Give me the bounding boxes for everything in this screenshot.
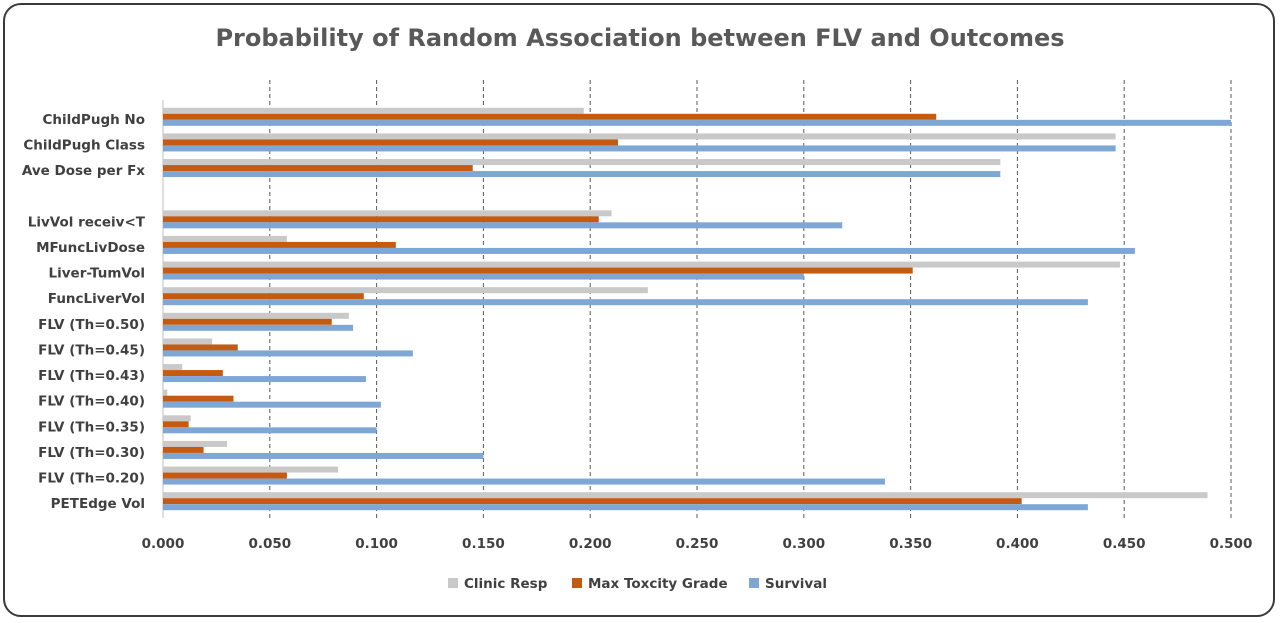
- bar: [163, 440, 228, 447]
- bar: [163, 401, 381, 408]
- bar: [163, 133, 1116, 140]
- category-label: LivVol receiv<T: [28, 214, 146, 230]
- bar: [163, 472, 287, 479]
- bar: [163, 344, 238, 351]
- bar: [163, 165, 473, 172]
- bar: [163, 216, 599, 223]
- category-label: ChildPugh Class: [23, 137, 145, 153]
- category-label: Ave Dose per Fx: [22, 163, 145, 179]
- category-label: PETEdge Vol: [51, 496, 145, 512]
- x-tick-label: 0.350: [889, 536, 932, 552]
- category-label: FLV (Th=0.50): [38, 317, 145, 333]
- bar: [163, 376, 366, 383]
- gridlines: [162, 80, 1232, 520]
- x-tick-label: 0.100: [355, 536, 398, 552]
- category-label: ChildPugh No: [43, 112, 146, 128]
- bar: [163, 492, 1208, 499]
- bar: [163, 171, 1001, 178]
- category-label: FLV (Th=0.30): [38, 445, 145, 461]
- bar: [163, 139, 618, 146]
- bars: [163, 107, 1231, 511]
- bar: [163, 338, 213, 345]
- bar: [163, 364, 183, 371]
- category-label: FLV (Th=0.40): [38, 394, 145, 410]
- bar: [163, 324, 354, 331]
- category-labels: ChildPugh No ChildPugh Class Ave Dose per …: [22, 112, 146, 512]
- bar: [163, 318, 332, 325]
- bar: [163, 222, 843, 229]
- bar: [163, 504, 1088, 511]
- bar: [163, 452, 484, 459]
- bar: [163, 159, 1001, 166]
- x-tick-label: 0.400: [996, 536, 1039, 552]
- bar: [163, 446, 204, 453]
- x-tick-label: 0.000: [142, 536, 185, 552]
- bar: [163, 299, 1088, 306]
- bar: [163, 350, 413, 357]
- bar: [163, 107, 584, 114]
- x-tick-label: 0.300: [782, 536, 825, 552]
- x-tick-label: 0.450: [1103, 536, 1146, 552]
- category-label: FLV (Th=0.20): [38, 471, 145, 487]
- bar: [163, 145, 1116, 152]
- category-label: Liver-TumVol: [49, 266, 145, 282]
- chart-title: Probability of Random Association betwee…: [215, 24, 1064, 52]
- category-label: FLV (Th=0.35): [38, 419, 145, 435]
- chart-frame: [3, 3, 1275, 617]
- category-label: FuncLiverVol: [48, 291, 145, 307]
- bar: [163, 293, 364, 300]
- legend-swatch: [572, 578, 582, 588]
- legend-swatch: [749, 578, 759, 588]
- bar: [163, 273, 804, 280]
- legend-label: Survival: [765, 576, 827, 592]
- bar: [163, 427, 377, 434]
- bar: [163, 370, 223, 377]
- legend-label: Clinic Resp: [464, 576, 548, 592]
- x-tick-label: 0.050: [248, 536, 291, 552]
- legend-label: Max Toxcity Grade: [588, 576, 728, 592]
- bar: [163, 235, 287, 242]
- bar: [163, 247, 1135, 254]
- bar: [163, 498, 1022, 505]
- bar: [163, 415, 191, 422]
- bar: [163, 210, 612, 217]
- category-label: FLV (Th=0.45): [38, 342, 145, 358]
- legend-swatch: [448, 578, 458, 588]
- category-label: MFuncLivDose: [36, 240, 145, 256]
- x-tick-label: 0.150: [462, 536, 505, 552]
- bar: [163, 395, 234, 402]
- bar: [163, 241, 396, 248]
- bar: [163, 119, 1231, 126]
- bar: [163, 312, 349, 319]
- bar: [163, 421, 189, 428]
- bar: [163, 466, 339, 473]
- x-tick-label: 0.250: [676, 536, 719, 552]
- legend: Clinic Resp Max Toxcity Grade Survival: [448, 576, 827, 592]
- bar: [163, 267, 913, 274]
- x-tick-label: 0.200: [569, 536, 612, 552]
- bar: [163, 261, 1120, 268]
- category-label: FLV (Th=0.43): [38, 368, 145, 384]
- x-tick-label: 0.500: [1210, 536, 1253, 552]
- bar: [163, 478, 885, 485]
- bar: [163, 389, 168, 396]
- bar: [163, 113, 937, 120]
- bar: [163, 287, 648, 294]
- x-tick-labels: 0.000 0.050 0.100 0.150 0.200 0.250 0.300 0.350…: [142, 536, 1253, 552]
